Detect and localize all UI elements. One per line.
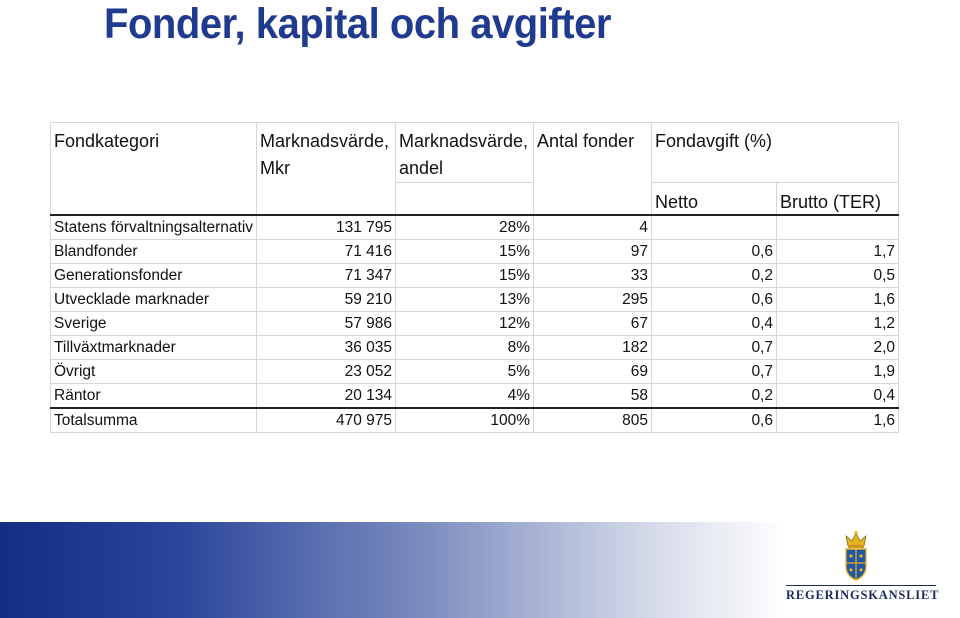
header-brutto-ter: Brutto (TER): [775, 182, 900, 216]
cell-brutto: 1,6: [775, 287, 900, 312]
header-andel-blank: [395, 182, 534, 216]
regeringskansliet-logo-emblem: [845, 531, 867, 581]
cell-andel: 28%: [395, 214, 534, 240]
funds-table-container: Fondkategori Marknadsvärde, Mkr Marknads…: [50, 122, 900, 433]
cell-andel: 100%: [395, 407, 534, 433]
cell-andel: 4%: [395, 383, 534, 409]
table-row: Övrigt 23 052 5% 69 0,7 1,9: [50, 359, 900, 384]
cell-brutto: 1,9: [775, 359, 900, 384]
cell-netto: [651, 214, 777, 240]
cell-antal: 67: [533, 311, 652, 336]
cell-netto: 0,6: [651, 287, 777, 312]
cell-netto: 0,2: [651, 383, 777, 409]
cell-netto: 0,4: [651, 311, 777, 336]
cell-antal: 4: [533, 214, 652, 240]
cell-kategori: Totalsumma: [50, 407, 257, 433]
header-fondkategori: Fondkategori: [50, 122, 257, 216]
funds-table: Fondkategori Marknadsvärde, Mkr Marknads…: [50, 122, 900, 433]
cell-antal: 295: [533, 287, 652, 312]
cell-mkr: 36 035: [256, 335, 396, 360]
regeringskansliet-wordmark: REGERINGSKANSLIET: [786, 585, 938, 603]
table-row: Sverige 57 986 12% 67 0,4 1,2: [50, 311, 900, 336]
cell-mkr: 71 416: [256, 239, 396, 264]
cell-antal: 58: [533, 383, 652, 409]
cell-kategori: Statens förvaltningsalternativ: [50, 214, 257, 240]
cell-netto: 0,6: [651, 407, 777, 433]
cell-andel: 15%: [395, 239, 534, 264]
table-row: Blandfonder 71 416 15% 97 0,6 1,7: [50, 239, 900, 264]
cell-kategori: Räntor: [50, 383, 257, 409]
header-antal-fonder: Antal fonder: [533, 122, 652, 216]
cell-antal: 182: [533, 335, 652, 360]
cell-netto: 0,7: [651, 335, 777, 360]
table-row: Utvecklade marknader 59 210 13% 295 0,6 1,6: [50, 287, 900, 312]
cell-brutto: 2,0: [775, 335, 900, 360]
cell-netto: 0,7: [651, 359, 777, 384]
cell-mkr: 71 347: [256, 263, 396, 288]
cell-brutto: [775, 214, 900, 240]
cell-kategori: Övrigt: [50, 359, 257, 384]
header-netto: Netto: [651, 182, 777, 216]
footer-gradient-band: [0, 522, 960, 618]
table-body: Statens förvaltningsalternativ 131 795 28%…: [50, 214, 900, 433]
cell-mkr: 131 795: [256, 214, 396, 240]
cell-netto: 0,6: [651, 239, 777, 264]
cell-mkr: 20 134: [256, 383, 396, 409]
table-row: Tillväxtmarknader 36 035 8% 182 0,7 2,0: [50, 335, 900, 360]
cell-antal: 97: [533, 239, 652, 264]
cell-kategori: Blandfonder: [50, 239, 257, 264]
cell-mkr: 23 052: [256, 359, 396, 384]
cell-kategori: Utvecklade marknader: [50, 287, 257, 312]
cell-kategori: Sverige: [50, 311, 257, 336]
cell-netto: 0,2: [651, 263, 777, 288]
page-title: Fonder, kapital och avgifter: [104, 0, 611, 48]
total-row: Totalsumma 470 975 100% 805 0,6 1,6: [50, 407, 900, 433]
cell-brutto: 0,4: [775, 383, 900, 409]
cell-brutto: 1,7: [775, 239, 900, 264]
cell-kategori: Generationsfonder: [50, 263, 257, 288]
cell-antal: 805: [533, 407, 652, 433]
cell-brutto: 1,6: [775, 407, 900, 433]
cell-andel: 8%: [395, 335, 534, 360]
cell-andel: 15%: [395, 263, 534, 288]
header-fondavgift: Fondavgift (%): [650, 122, 900, 183]
cell-brutto: 1,2: [775, 311, 900, 336]
cell-andel: 13%: [395, 287, 534, 312]
cell-antal: 69: [533, 359, 652, 384]
cell-brutto: 0,5: [775, 263, 900, 288]
cell-antal: 33: [533, 263, 652, 288]
cell-kategori: Tillväxtmarknader: [50, 335, 257, 360]
header-marknadsvarde-andel: Marknadsvärde, andel: [395, 122, 534, 183]
cell-mkr: 57 986: [256, 311, 396, 336]
cell-andel: 5%: [395, 359, 534, 384]
header-marknadsvarde-mkr: Marknadsvärde, Mkr: [256, 122, 396, 216]
table-row: Generationsfonder 71 347 15% 33 0,2 0,5: [50, 263, 900, 288]
table-row: Statens förvaltningsalternativ 131 795 28%…: [50, 214, 900, 240]
table-row: Räntor 20 134 4% 58 0,2 0,4: [50, 383, 900, 409]
cell-mkr: 59 210: [256, 287, 396, 312]
cell-andel: 12%: [395, 311, 534, 336]
cell-mkr: 470 975: [256, 407, 396, 433]
